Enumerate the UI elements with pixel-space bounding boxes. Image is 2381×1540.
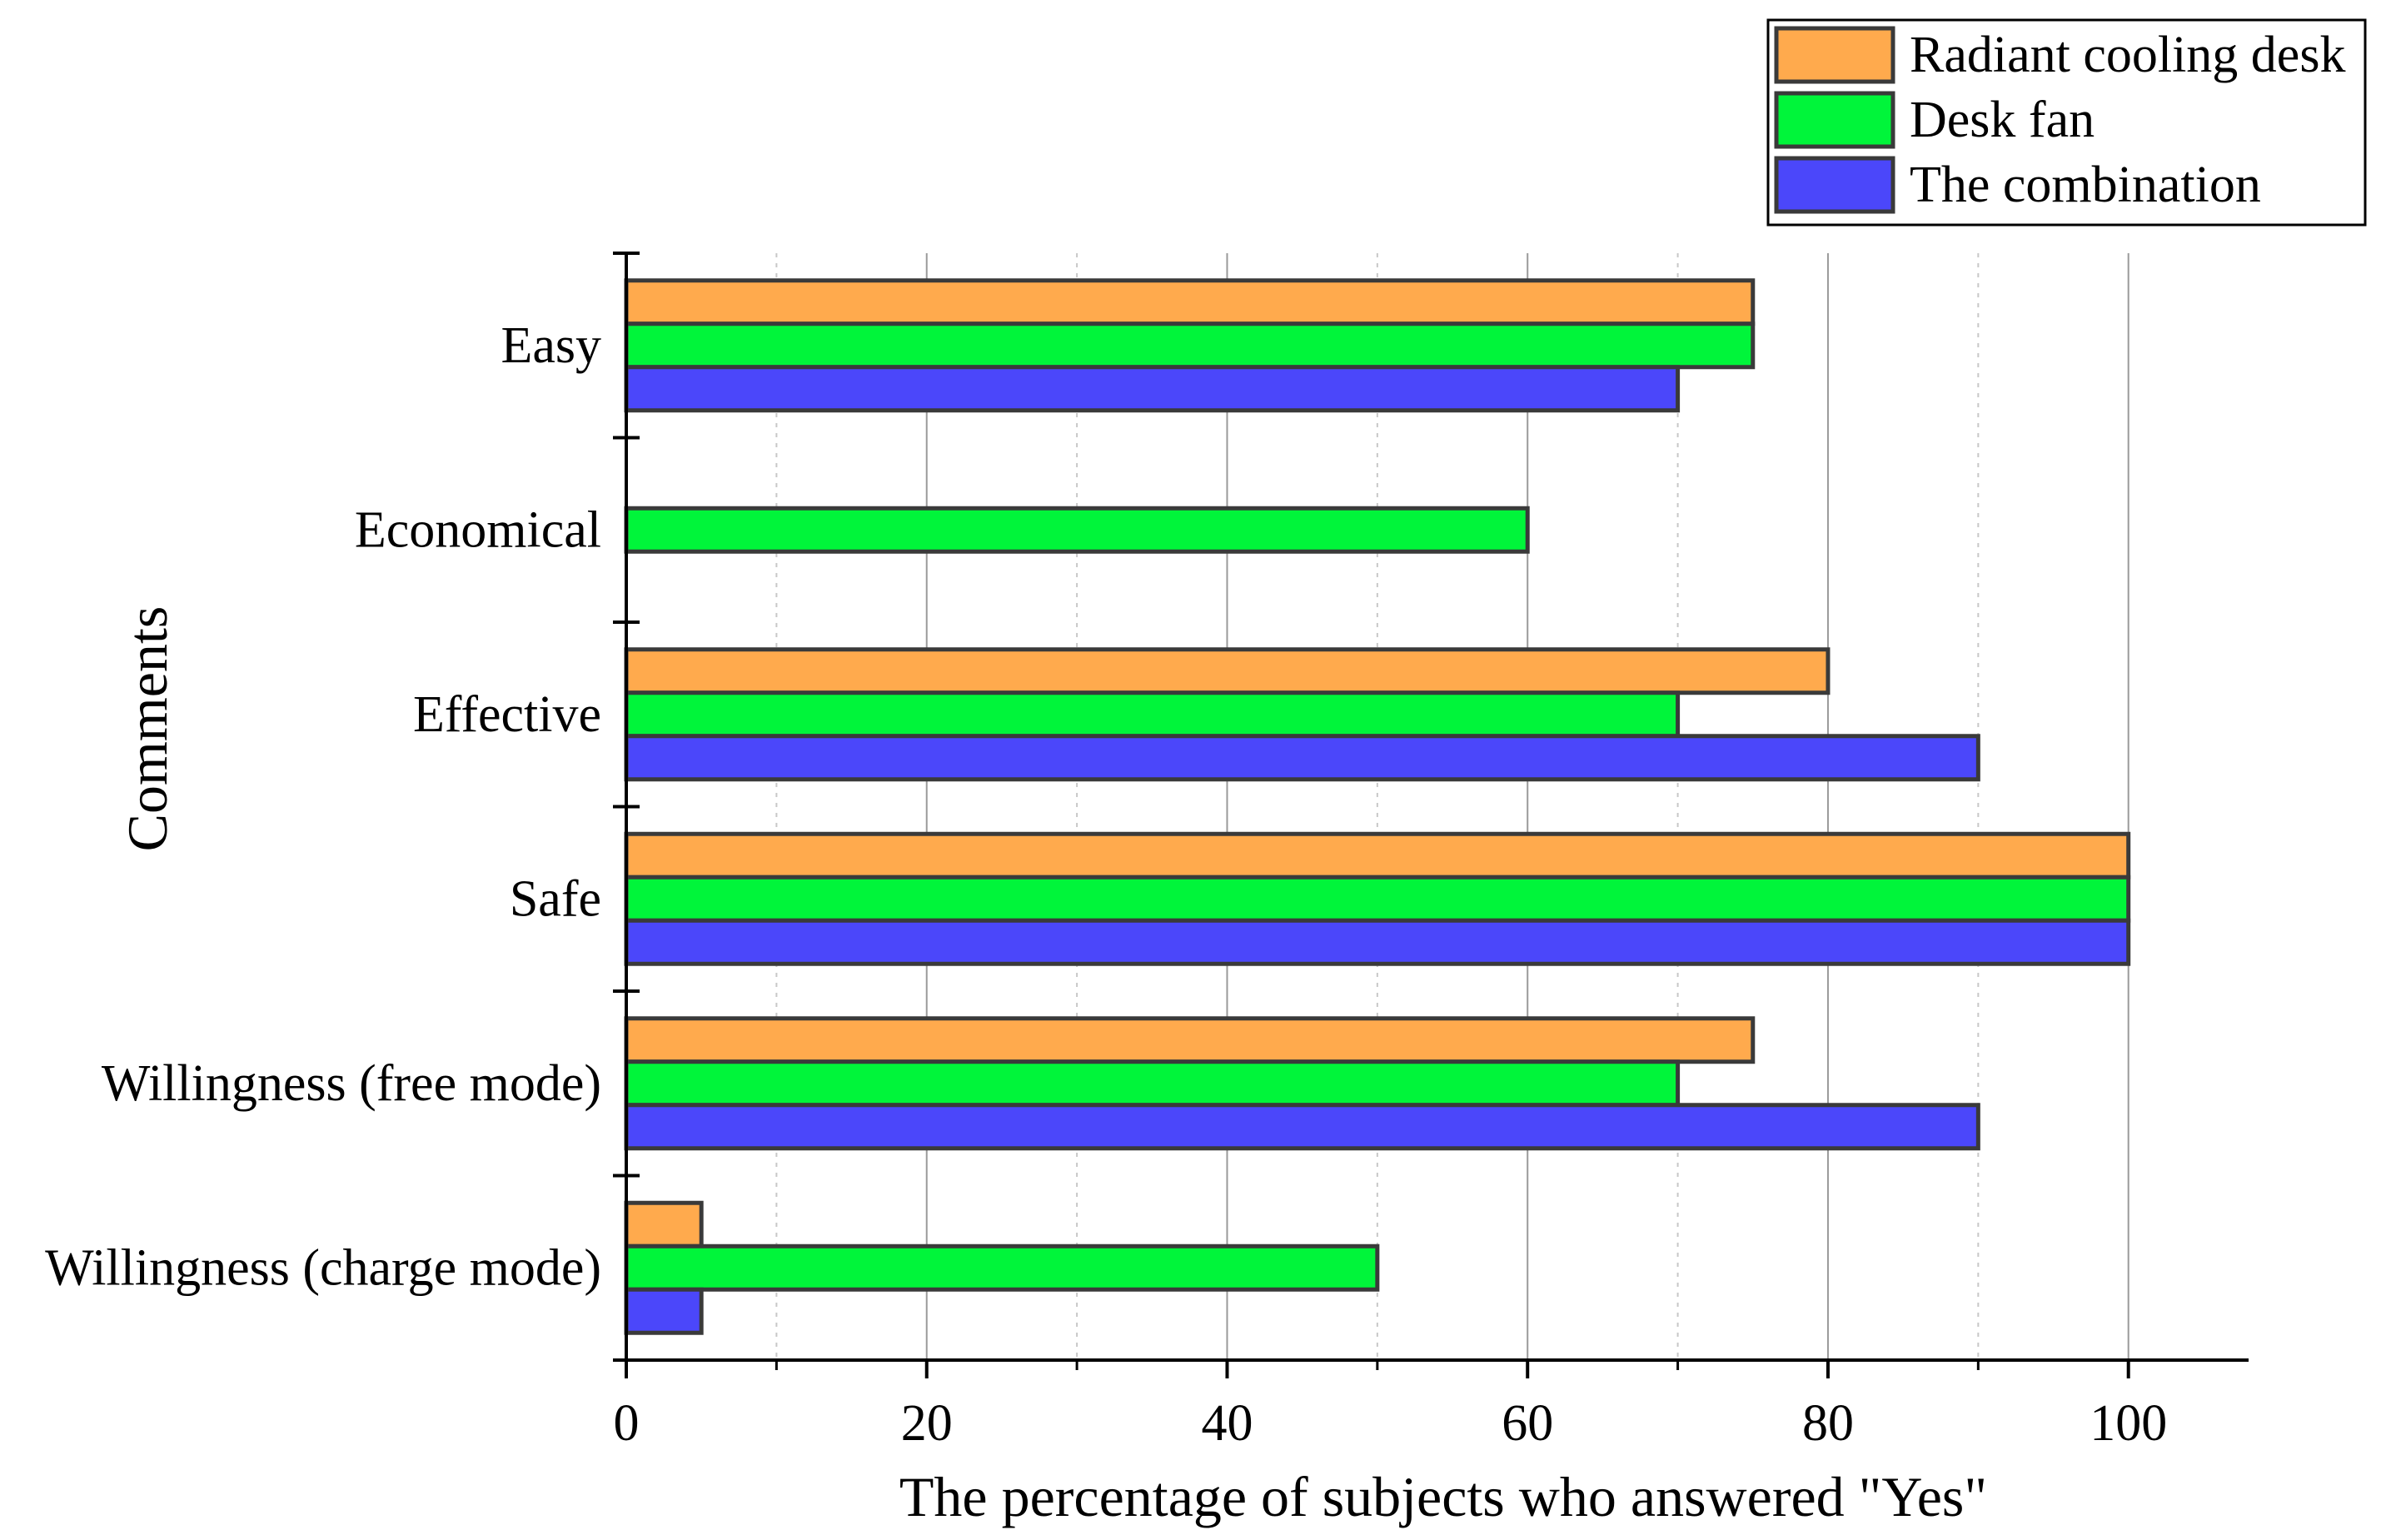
- legend-swatch-radiant-cooling-desk: [1774, 26, 1895, 84]
- bar-willingness-free-mode-the-combination: [624, 1103, 1980, 1151]
- bar-easy-radiant-cooling-desk: [624, 278, 1756, 326]
- bar-effective-radiant-cooling-desk: [624, 647, 1831, 695]
- category-label-economical: Economical: [355, 501, 601, 558]
- legend-swatch-the-combination: [1774, 156, 1895, 214]
- bar-willingness-free-mode-radiant-cooling-desk: [624, 1016, 1756, 1064]
- x-tick-label-20: 20: [901, 1395, 953, 1452]
- x-tick-label-100: 100: [2090, 1395, 2167, 1452]
- category-label-easy: Easy: [501, 317, 601, 374]
- bar-willingness-charge-mode-desk-fan: [624, 1243, 1380, 1292]
- x-tick-label-0: 0: [614, 1395, 640, 1452]
- category-label-willingness-free-mode: Willingness (free mode): [102, 1055, 601, 1112]
- x-tick-label-80: 80: [1802, 1395, 1854, 1452]
- axes: [613, 252, 2249, 1378]
- x-tick-label-60: 60: [1502, 1395, 1553, 1452]
- bar-effective-the-combination: [624, 734, 1980, 782]
- gridlines: [775, 253, 2129, 1360]
- bar-willingness-free-mode-desk-fan: [624, 1059, 1681, 1108]
- legend-swatch-desk-fan: [1774, 91, 1895, 149]
- category-label-willingness-charge-mode: Willingness (charge mode): [45, 1239, 601, 1296]
- bar-safe-radiant-cooling-desk: [624, 831, 2131, 880]
- axis-labels: Easy Economical Effective Safe Willingness (…: [45, 317, 2167, 1452]
- bar-easy-the-combination: [624, 365, 1681, 413]
- bar-safe-desk-fan: [624, 875, 2131, 923]
- y-axis-title: Comments: [116, 606, 179, 852]
- x-tick-label-40: 40: [1201, 1395, 1253, 1452]
- legend-label-desk-fan: Desk fan: [1910, 92, 2095, 148]
- x-axis-title: The percentage of subjects who answered …: [899, 1465, 1987, 1528]
- legend-label-the-combination: The combination: [1910, 157, 2261, 213]
- legend-label-radiant-cooling-desk: Radiant cooling desk: [1910, 27, 2345, 83]
- bar-willingness-charge-mode-radiant-cooling-desk: [624, 1200, 704, 1248]
- bars: [624, 278, 2131, 1335]
- bar-easy-desk-fan: [624, 321, 1756, 370]
- bar-effective-desk-fan: [624, 690, 1681, 739]
- bar-economical-desk-fan: [624, 506, 1530, 554]
- bar-safe-the-combination: [624, 918, 2131, 966]
- legend: Radiant cooling desk Desk fan The combinat…: [1766, 18, 2367, 227]
- bar-willingness-charge-mode-the-combination: [624, 1287, 704, 1335]
- category-label-safe: Safe: [510, 870, 601, 927]
- category-label-effective: Effective: [413, 686, 601, 743]
